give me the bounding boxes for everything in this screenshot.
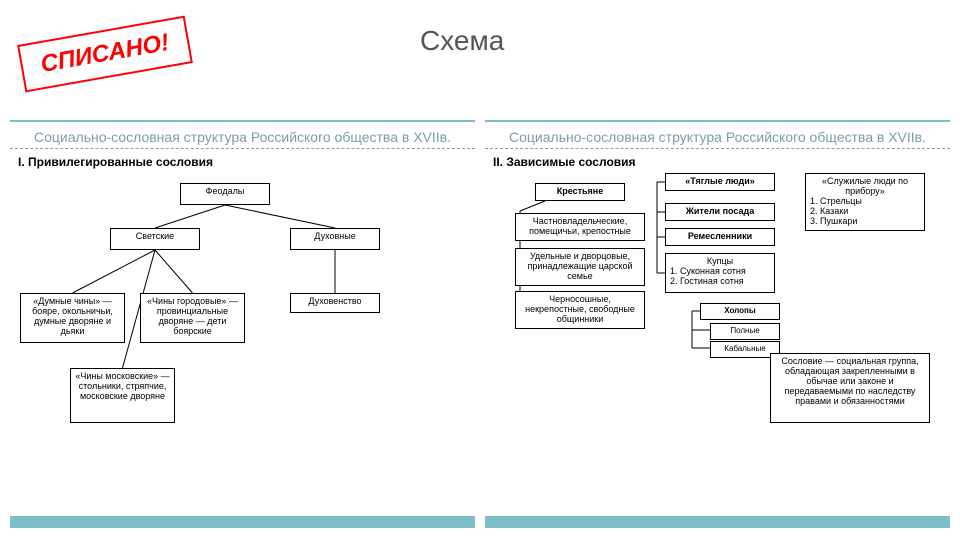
- node-krestyane: Крестьяне: [535, 183, 625, 201]
- node-polnye: Полные: [710, 323, 780, 340]
- node-duhovnye: Духовные: [290, 228, 380, 250]
- node-sluzhilye: «Служилые люди по прибору»1. Стрельцы2. …: [805, 173, 925, 231]
- node-feodaly: Феодалы: [180, 183, 270, 205]
- node-holopy: Холопы: [700, 303, 780, 320]
- node-tyaglye: «Тяглые люди»: [665, 173, 775, 191]
- right-panel: Социально-сословная структура Российског…: [485, 120, 950, 528]
- node-duhovenstvo: Духовенство: [290, 293, 380, 313]
- node-moskovskie: «Чины московские» — стольники, стряпчие,…: [70, 368, 175, 423]
- left-section-label: I. Привилегированные сословия: [18, 155, 467, 169]
- node-svetskie: Светские: [110, 228, 200, 250]
- node-soslovie: Сословие — социальная группа, обладающая…: [770, 353, 930, 423]
- node-kupcy: Купцы1. Суконная сотня2. Гостиная сотня: [665, 253, 775, 293]
- left-heading: Социально-сословная структура Российског…: [10, 122, 475, 149]
- node-remesl: Ремесленники: [665, 228, 775, 246]
- node-zhiteli: Жители посада: [665, 203, 775, 221]
- right-diagram: Крестьяне «Тяглые люди» «Служилые люди по …: [485, 173, 950, 473]
- left-panel: Социально-сословная структура Российског…: [10, 120, 475, 528]
- node-udelnye: Удельные и дворцовые, принадлежащие царс…: [515, 248, 645, 286]
- right-heading: Социально-сословная структура Российског…: [485, 122, 950, 149]
- page-title: Схема: [420, 25, 504, 57]
- node-chernososh: Черносошные, некрепостные, свободные общ…: [515, 291, 645, 329]
- panels-container: Социально-сословная структура Российског…: [10, 120, 950, 528]
- stamp-label: СПИСАНО!: [17, 16, 193, 93]
- right-section-label: II. Зависимые сословия: [493, 155, 942, 169]
- left-diagram: Феодалы Светские Духовные «Думные чины» — б…: [10, 173, 475, 473]
- node-dumnye: «Думные чины» — бояре, окольничьи, думны…: [20, 293, 125, 343]
- node-gorodovye: «Чины городовые» — провинциальные дворян…: [140, 293, 245, 343]
- node-chastnye: Частновладельческие, помещичьи, крепостн…: [515, 213, 645, 241]
